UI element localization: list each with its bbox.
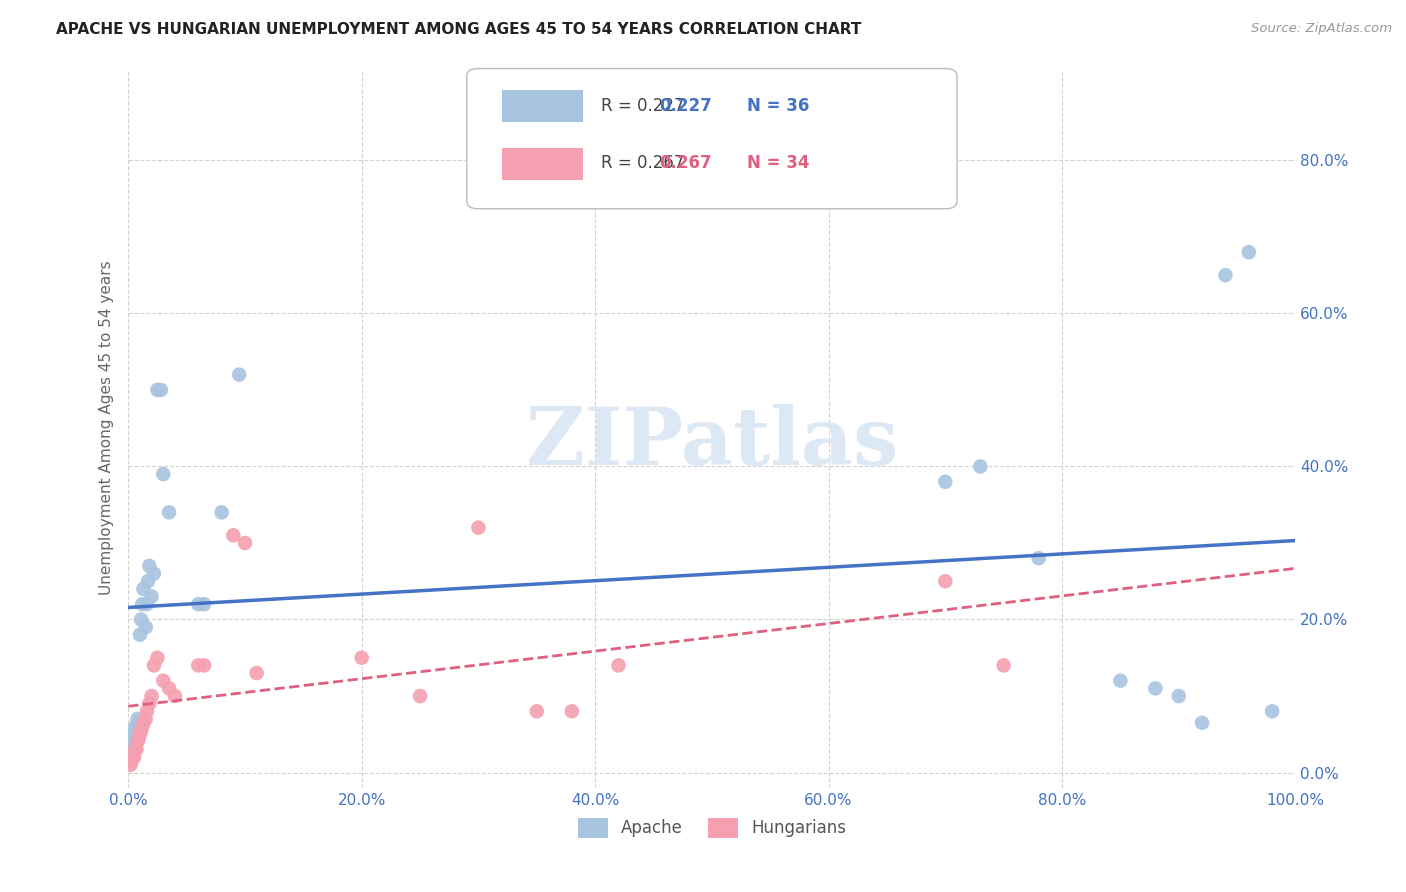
Point <box>132 582 155 596</box>
Text: R = 0.227: R = 0.227 <box>600 97 685 115</box>
Point <box>561 704 583 718</box>
Point <box>149 383 172 397</box>
Point <box>121 735 143 749</box>
Point <box>124 720 146 734</box>
Point <box>157 505 180 519</box>
Point <box>129 612 152 626</box>
Bar <box>502 90 583 122</box>
Point <box>993 658 1015 673</box>
Point <box>125 742 148 756</box>
Point <box>141 689 163 703</box>
Point <box>1167 689 1189 703</box>
Point <box>142 658 165 673</box>
Point <box>211 505 233 519</box>
Point <box>141 590 163 604</box>
Point <box>131 597 153 611</box>
Point <box>193 658 215 673</box>
Point <box>969 459 991 474</box>
Point <box>350 650 373 665</box>
Point <box>127 735 149 749</box>
Point <box>135 597 157 611</box>
Point <box>163 689 186 703</box>
Point <box>135 704 157 718</box>
Point <box>934 574 956 589</box>
Point <box>128 715 150 730</box>
Text: 0.227: 0.227 <box>659 97 711 115</box>
Point <box>152 467 174 481</box>
Point <box>146 383 169 397</box>
Point <box>127 712 149 726</box>
Point <box>122 727 145 741</box>
Point <box>135 712 157 726</box>
Point <box>1261 704 1284 718</box>
Text: N = 36: N = 36 <box>747 97 810 115</box>
Point <box>193 597 215 611</box>
Point <box>135 620 157 634</box>
Point <box>526 704 548 718</box>
Point <box>467 521 489 535</box>
Point <box>233 536 256 550</box>
Text: Source: ZipAtlas.com: Source: ZipAtlas.com <box>1251 22 1392 36</box>
Text: 0.267: 0.267 <box>659 154 711 172</box>
Point <box>138 558 160 573</box>
Point <box>142 566 165 581</box>
Point <box>607 658 630 673</box>
Point <box>124 742 146 756</box>
Point <box>120 757 142 772</box>
Point <box>187 597 209 611</box>
Point <box>1237 245 1260 260</box>
Point <box>146 650 169 665</box>
Point <box>136 574 159 589</box>
Text: APACHE VS HUNGARIAN UNEMPLOYMENT AMONG AGES 45 TO 54 YEARS CORRELATION CHART: APACHE VS HUNGARIAN UNEMPLOYMENT AMONG A… <box>56 22 862 37</box>
Point <box>228 368 250 382</box>
Point <box>1191 715 1213 730</box>
Point <box>157 681 180 696</box>
Point <box>122 750 145 764</box>
Point <box>131 720 153 734</box>
Point <box>1144 681 1167 696</box>
Point <box>1109 673 1132 688</box>
Point <box>120 739 142 753</box>
Point <box>129 723 152 738</box>
Point <box>222 528 245 542</box>
Point <box>122 750 145 764</box>
Point <box>138 697 160 711</box>
Text: N = 34: N = 34 <box>747 154 810 172</box>
Point <box>128 731 150 745</box>
Bar <box>502 148 583 180</box>
Point <box>152 673 174 688</box>
Point <box>187 658 209 673</box>
Point <box>1215 268 1237 282</box>
Point <box>246 666 269 681</box>
Point <box>934 475 956 489</box>
Point <box>409 689 432 703</box>
Point <box>132 715 155 730</box>
Point <box>121 754 143 768</box>
Point <box>129 727 152 741</box>
Text: ZIPatlas: ZIPatlas <box>526 403 898 482</box>
Point <box>125 723 148 738</box>
Point <box>129 628 152 642</box>
Point <box>1028 551 1050 566</box>
FancyBboxPatch shape <box>467 69 957 209</box>
Text: R = 0.267: R = 0.267 <box>600 154 685 172</box>
Y-axis label: Unemployment Among Ages 45 to 54 years: Unemployment Among Ages 45 to 54 years <box>100 260 114 596</box>
Point <box>122 731 145 745</box>
Legend: Apache, Hungarians: Apache, Hungarians <box>571 812 853 844</box>
